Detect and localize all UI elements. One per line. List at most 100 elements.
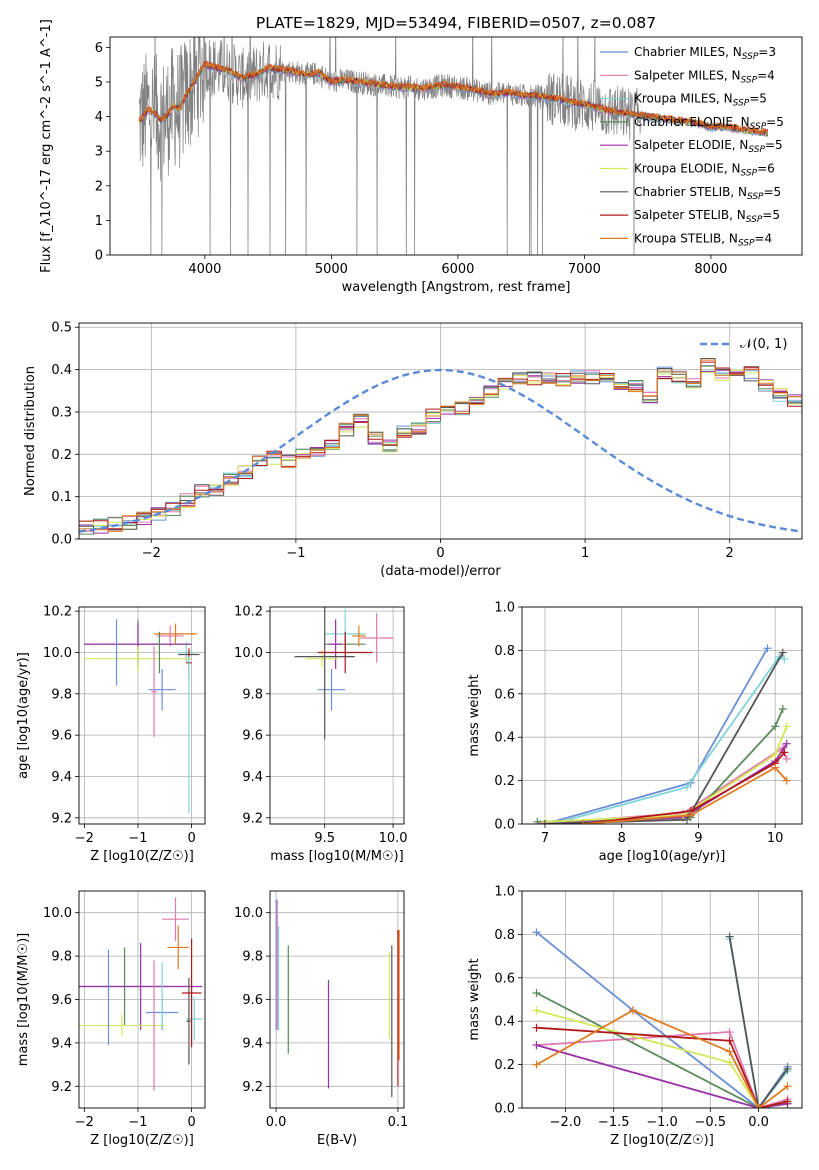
y-tick-label: 9.6 <box>242 729 263 744</box>
weight-marker <box>532 1006 541 1015</box>
weight-marker <box>782 739 791 748</box>
weight-series-line <box>536 1044 788 1108</box>
weight-marker <box>782 722 791 731</box>
weight-series-line <box>583 751 786 824</box>
y-tick-label: 1 <box>95 214 103 229</box>
weight-marker <box>771 750 780 759</box>
histogram-series <box>79 359 802 532</box>
massweight_vs_age-chart: 7 8 9 10 0.0 0.2 0.4 0.6 0.8 1.0 age [log10(age/yr… <box>467 601 803 864</box>
y-axis-label: mass [log10(M/M☉)] <box>16 933 31 1066</box>
x-tick-label: 7 <box>541 831 549 846</box>
weight-marker <box>532 988 541 997</box>
axes-frame <box>521 606 803 825</box>
y-tick-label: 1.0 <box>494 885 515 900</box>
x-tick-label: 0.0 <box>748 1115 769 1130</box>
y-tick-label: 9.6 <box>51 993 72 1008</box>
spectrum-legend: Chabrier MILES, NSSP=3 Salpeter MILES, NS… <box>600 45 784 248</box>
x-tick-label: 0.0 <box>266 1115 287 1130</box>
weight-marker <box>783 1064 792 1073</box>
x-tick-label: 2 <box>726 546 734 561</box>
errorbars <box>84 619 200 814</box>
x-tick-label: −1.0 <box>646 1115 678 1130</box>
axes-frame <box>78 322 803 540</box>
x-tick-label: 0.1 <box>388 1115 409 1130</box>
x-tick-label: −2 <box>142 546 161 561</box>
y-tick-label: 0.2 <box>51 448 72 463</box>
errorbar-point <box>151 646 157 738</box>
y-tick-label: 9.8 <box>51 950 72 965</box>
weight-marker <box>763 644 772 653</box>
y-tick-label: 0.4 <box>494 731 515 746</box>
errorbar-point <box>84 646 192 672</box>
weight-marker <box>682 783 691 792</box>
weight-marker <box>532 1060 541 1069</box>
y-tick-label: 9.8 <box>242 687 263 702</box>
weight-series-line <box>728 936 789 1108</box>
age_vs_mass-chart: 9.5 10.0 9.2 9.4 9.6 9.8 10.0 10.2 mass [log10(M… <box>234 605 408 864</box>
weight-series-line <box>544 726 788 823</box>
y-tick-label: 10.0 <box>234 906 263 921</box>
y-axis-label: Flux [f_λ10^-17 erg cm^-2 s^-1 A^-1] <box>39 19 54 273</box>
legend-entry: Kroupa ELODIE, NSSP=6 <box>634 162 775 179</box>
weight-marker <box>532 1023 541 1032</box>
errorbar-point <box>186 977 192 1065</box>
weight-marker <box>629 1006 638 1015</box>
massweight_vs_Z-chart: −2.0 −1.5 −1.0 −0.5 0.0 0.0 0.2 0.4 0.6 0.8 1.0 Z [… <box>467 885 803 1148</box>
weight-series-line <box>552 655 785 824</box>
x-axis-label: wavelength [Angstrom, rest frame] <box>342 280 571 295</box>
y-tick-label: 0.8 <box>494 928 515 943</box>
x-tick-label: −2 <box>75 1115 94 1130</box>
x-tick-label: 10.0 <box>379 831 408 846</box>
legend-entry: 𝒩(0, 1) <box>740 337 787 352</box>
y-tick-label: 10.0 <box>234 646 263 661</box>
x-tick-label: 1 <box>581 546 589 561</box>
axes-frame <box>269 890 405 1109</box>
y-tick-label: 0.5 <box>51 321 72 336</box>
legend-entry: Kroupa MILES, NSSP=5 <box>634 92 767 109</box>
y-tick-label: 9.4 <box>51 1036 72 1051</box>
errorbar-point <box>79 1014 165 1037</box>
y-tick-label: 9.6 <box>51 729 72 744</box>
y-axis-label: mass weight <box>467 958 482 1040</box>
errorbar-point <box>79 943 203 1030</box>
errorbar-point <box>156 625 184 647</box>
y-tick-label: 0.4 <box>51 363 72 378</box>
weight-marker <box>725 1028 734 1037</box>
model-spectrum-line <box>138 61 768 137</box>
weight-marker <box>783 1097 792 1106</box>
weight-marker <box>780 655 789 664</box>
x-tick-label: −1 <box>286 546 305 561</box>
errorbar-point <box>328 619 343 669</box>
weight-marker <box>725 1036 734 1045</box>
mass_vs_ebv-chart: 0.0 0.1 9.2 9.4 9.6 9.8 10.0 E(B-V) <box>234 890 409 1148</box>
x-tick-label: −0.5 <box>694 1115 726 1130</box>
x-tick-label: 0 <box>187 1115 195 1130</box>
y-tick-label: 0.1 <box>51 490 72 505</box>
y-tick-label: 9.8 <box>242 950 263 965</box>
errorbars <box>294 607 394 740</box>
y-tick-label: 0.4 <box>494 1015 515 1030</box>
errorbar-point <box>317 631 373 674</box>
weight-marker <box>771 722 780 731</box>
weight-marker <box>754 1104 763 1108</box>
errorbar-point <box>148 669 176 711</box>
weight-marker <box>725 1047 734 1056</box>
x-axis-label: age [log10(age/yr)] <box>599 849 726 864</box>
spectrum-chart: 4000 5000 6000 7000 8000 0 1 2 3 4 5 6 wavelength [A… <box>39 14 803 295</box>
weight-marker <box>579 820 588 824</box>
weight-marker <box>686 811 695 820</box>
spectrum-lines <box>138 37 769 255</box>
y-tick-label: 10.2 <box>43 605 72 620</box>
y-tick-label: 9.4 <box>242 1036 263 1051</box>
weight-series-line <box>583 766 788 824</box>
y-tick-label: 10.0 <box>43 646 72 661</box>
weight-lines <box>533 644 791 824</box>
weight-marker <box>783 1082 792 1091</box>
y-tick-label: 0.2 <box>494 774 515 789</box>
axes-frame <box>78 890 206 1109</box>
y-tick-label: 0.0 <box>494 818 515 833</box>
x-axis-label: E(B-V) <box>317 1133 357 1148</box>
x-tick-label: 9 <box>694 831 702 846</box>
